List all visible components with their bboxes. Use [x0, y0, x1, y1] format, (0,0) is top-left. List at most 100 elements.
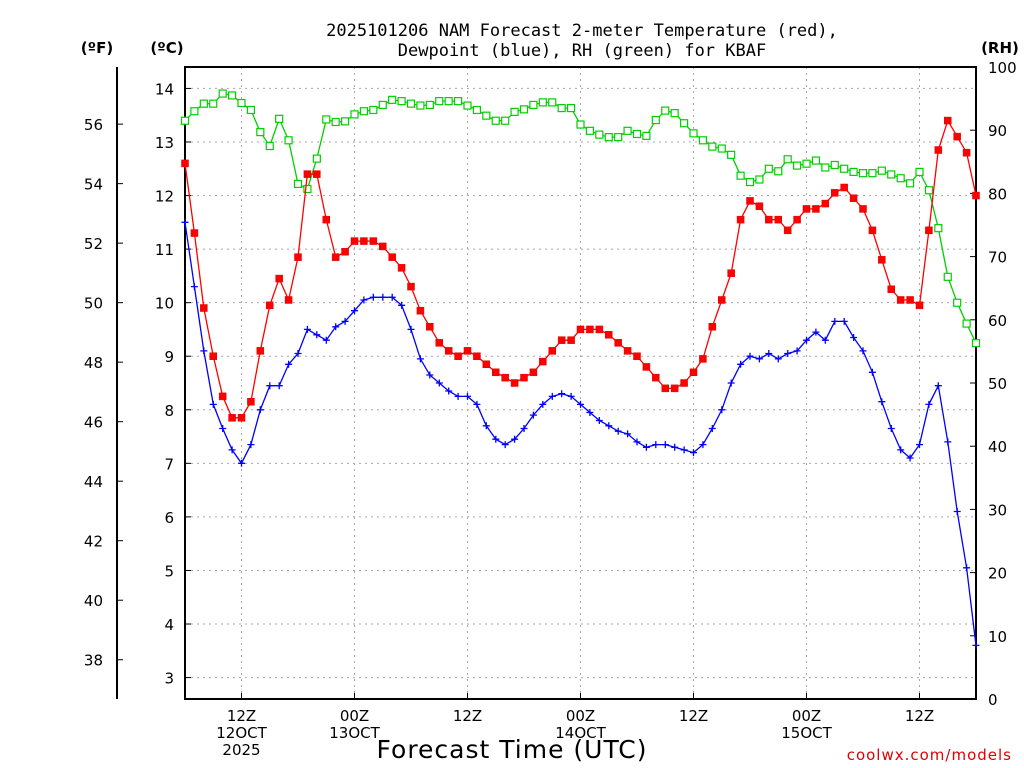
temperature-point [859, 205, 867, 213]
dewpoint-point [332, 323, 340, 331]
celsius-tick-label: 11 [155, 241, 174, 259]
rh-point [425, 100, 434, 110]
temperature-point [605, 331, 613, 339]
temperature-point [623, 347, 632, 355]
dewpoint-point [238, 459, 245, 467]
temperature-point [256, 347, 265, 355]
rh-point [312, 154, 321, 163]
temperature-point [200, 304, 208, 312]
celsius-unit-label: (ºC) [150, 39, 183, 57]
dewpoint-point [454, 392, 462, 400]
dewpoint-point [190, 283, 198, 291]
temperature-point [313, 170, 321, 178]
rh-point [576, 120, 585, 129]
credit-text: coolwx.com/models [847, 746, 1012, 764]
time-tick-label: 00Z [566, 707, 595, 725]
temperature-point [972, 191, 980, 200]
rh-point [971, 339, 981, 348]
rh-point [218, 89, 227, 98]
temperature-point [275, 274, 283, 283]
x-axis-label: Forecast Time (UTC) [377, 735, 648, 764]
dewpoint-point [388, 293, 396, 301]
rh-point [868, 169, 877, 178]
plot-frame [184, 66, 977, 700]
celsius-tick-label: 7 [164, 455, 174, 473]
dewpoint-series [181, 218, 980, 649]
rh-point [585, 126, 595, 135]
dewpoint-point [426, 371, 434, 379]
temperature-point [718, 296, 726, 304]
dewpoint-point [708, 425, 716, 432]
temperature-point [350, 237, 359, 245]
rh-point [237, 98, 246, 108]
temperature-point [915, 301, 924, 310]
rh-point [190, 107, 199, 116]
dewpoint-point [511, 435, 519, 443]
temperature-point [303, 170, 312, 178]
temperature-point [670, 384, 679, 393]
rh-point [896, 174, 905, 183]
rh-point [548, 98, 557, 107]
dewpoint-point [464, 392, 471, 400]
rh-point [632, 129, 642, 139]
rh-point [792, 161, 802, 170]
temperature-point [444, 347, 453, 355]
dewpoint-point [850, 334, 858, 341]
celsius-tick-label: 3 [164, 670, 174, 688]
rh-tick-label: 30 [988, 501, 1007, 519]
rh-point [802, 159, 811, 168]
rh-tick-label: 20 [988, 565, 1007, 583]
rh-point [679, 119, 689, 128]
temperature-point [294, 253, 302, 261]
rh-point [378, 100, 387, 110]
temperature-point [557, 336, 566, 344]
rh-point [180, 116, 190, 125]
dewpoint-point [181, 218, 189, 226]
temperature-point [802, 205, 811, 213]
temperature-point [379, 242, 387, 251]
dewpoint-point [473, 400, 481, 408]
rh-point [359, 107, 369, 116]
celsius-tick-label: 13 [155, 134, 174, 152]
dewpoint-point [595, 417, 603, 424]
time-tick-label: 00Z [792, 707, 821, 725]
fahrenheit-axis: 38 40 42 44 46 48 50 52 54 56 [84, 116, 123, 670]
temperature-point [746, 197, 754, 205]
dewpoint-point [821, 336, 829, 344]
celsius-tick-label: 6 [164, 509, 174, 527]
time-tick-label: 00Z [340, 707, 369, 725]
celsius-tick-label: 12 [155, 188, 174, 206]
dewpoint-point [586, 409, 594, 416]
rh-point [284, 136, 293, 145]
dewpoint-point [953, 508, 961, 515]
dewpoint-point [529, 411, 537, 419]
temperature-point [934, 146, 943, 154]
temperature-point [755, 202, 764, 211]
rh-point [444, 97, 453, 106]
rh-tick-label: 0 [988, 691, 998, 709]
rh-point [717, 144, 726, 153]
rh-point [614, 133, 623, 142]
rh-point [623, 126, 632, 135]
temperature-point [680, 379, 688, 387]
time-tick-label: 14OCT [555, 724, 606, 742]
dewpoint-point [200, 347, 208, 355]
time-tick-label: 12Z [453, 707, 482, 725]
rh-point [905, 179, 915, 188]
temperature-point [407, 282, 415, 291]
temperature-point [331, 253, 340, 261]
rh-point [303, 184, 312, 194]
rh-point [491, 116, 500, 125]
rh-point [727, 150, 736, 159]
rh-point [510, 107, 519, 116]
time-tick-label: 12OCT [216, 724, 267, 742]
rh-point [388, 95, 397, 104]
dewpoint-point [435, 379, 443, 387]
fahrenheit-unit-label: (ºF) [81, 39, 113, 57]
temperature-point [482, 360, 491, 369]
dewpoint-point [351, 307, 358, 315]
temperature-point [360, 237, 368, 245]
temperature-point [181, 159, 189, 168]
dewpoint-point [209, 400, 217, 408]
dewpoint-point [624, 430, 632, 438]
